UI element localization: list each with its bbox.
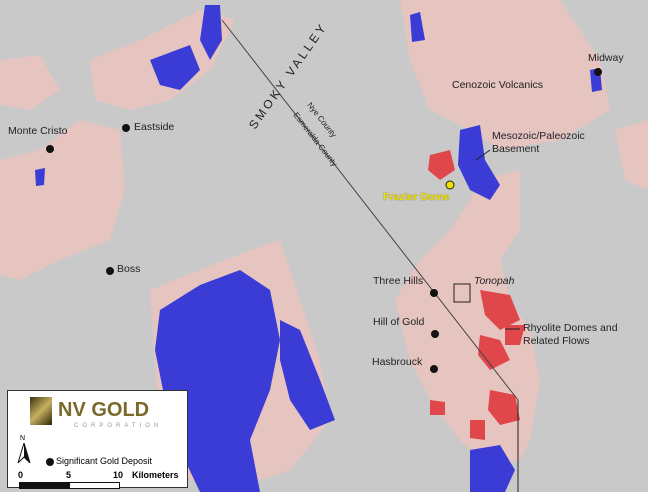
basement-leader bbox=[475, 149, 491, 161]
deposit-label: Monte Cristo bbox=[8, 125, 68, 137]
county-south-label: Esmeralda County bbox=[291, 111, 339, 168]
cenozoic-label: Cenozoic Volcanics bbox=[452, 79, 544, 91]
scale-unit: Kilometers bbox=[132, 470, 179, 480]
scale-bar-black bbox=[19, 482, 71, 489]
deposit-marker[interactable] bbox=[122, 124, 130, 132]
scale-5: 5 bbox=[66, 470, 72, 480]
logo-sub: CORPORATION bbox=[74, 423, 163, 429]
frazier-dome-marker[interactable] bbox=[445, 180, 455, 190]
nv-gold-logo-icon bbox=[30, 397, 52, 425]
legend: NV GOLD CORPORATION N Significant Gold D… bbox=[7, 390, 188, 489]
deposit-legend-icon bbox=[46, 458, 54, 466]
deposit-marker[interactable] bbox=[106, 267, 114, 275]
basement-label: Mesozoic/Paleozoic Basement bbox=[492, 130, 585, 155]
deposit-marker[interactable] bbox=[430, 289, 438, 297]
tonopah-box bbox=[453, 283, 471, 303]
deposit-label: Hill of Gold bbox=[373, 316, 425, 328]
deposit-marker[interactable] bbox=[430, 365, 438, 373]
deposit-label: Hasbrouck bbox=[372, 356, 423, 368]
north-arrow-icon bbox=[17, 443, 31, 463]
project-label: Frazier Dome bbox=[383, 191, 450, 203]
deposit-marker[interactable] bbox=[594, 68, 602, 76]
rhyolite-areas bbox=[428, 150, 525, 440]
deposit-label: Three Hills bbox=[373, 275, 424, 287]
town-label: Tonopah bbox=[474, 275, 515, 287]
logo-main: NV GOLD bbox=[58, 399, 150, 421]
deposit-marker[interactable] bbox=[431, 330, 439, 338]
deposit-label: Midway bbox=[588, 52, 624, 64]
north-label: N bbox=[20, 435, 26, 442]
deposit-marker[interactable] bbox=[46, 145, 54, 153]
scale-bar-white bbox=[69, 482, 120, 489]
rhyolite-label: Rhyolite Domes and Related Flows bbox=[523, 322, 618, 347]
deposit-legend-label: Significant Gold Deposit bbox=[56, 456, 153, 466]
deposit-label: Eastside bbox=[134, 121, 175, 133]
deposit-label: Boss bbox=[117, 263, 141, 275]
scale-0: 0 bbox=[18, 470, 24, 480]
county-boundary bbox=[221, 19, 519, 401]
scale-10: 10 bbox=[113, 470, 124, 480]
